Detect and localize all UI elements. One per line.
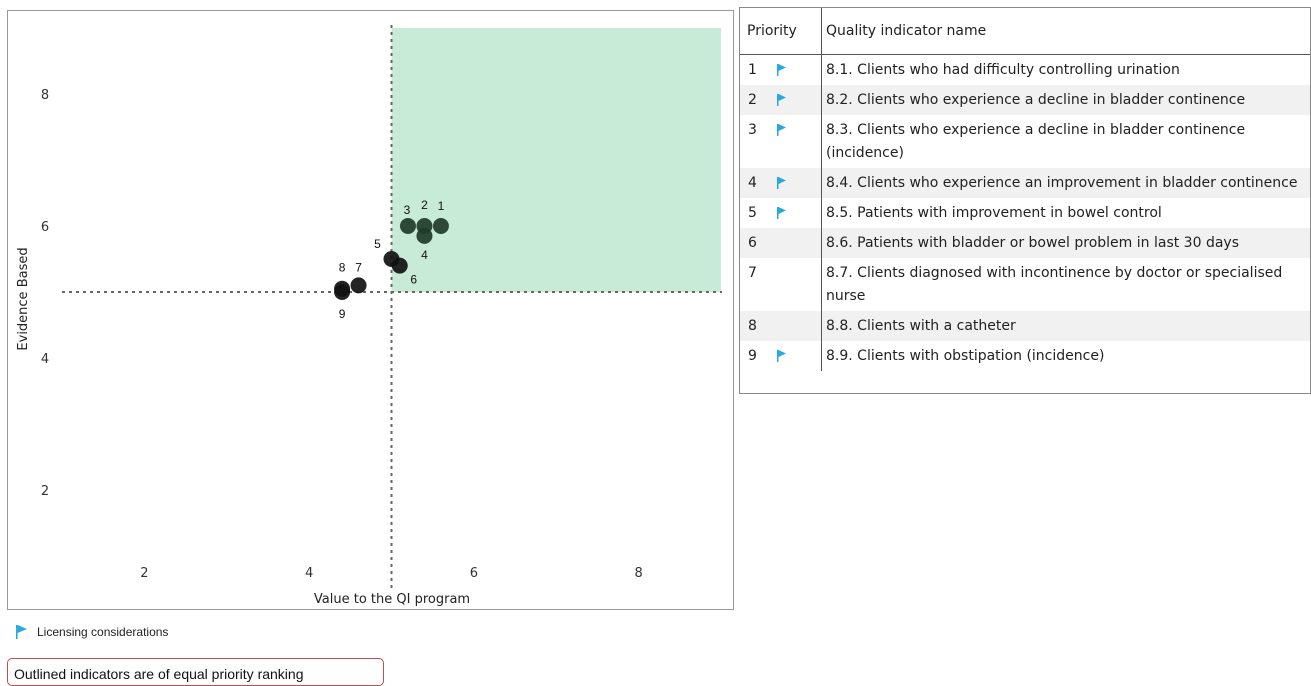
priority-rank: 7	[748, 265, 757, 281]
priority-rank: 9	[748, 348, 757, 364]
priority-cell: 8	[740, 311, 822, 341]
x-tick-label: 8	[634, 566, 642, 581]
quality-indicator-table: Priority Quality indicator name 1 8.1. Cl…	[740, 8, 1310, 371]
quality-indicator-table-panel: Priority Quality indicator name 1 8.1. Cl…	[739, 7, 1311, 394]
x-tick-label: 4	[305, 566, 313, 581]
priority-cell: 5	[740, 198, 822, 228]
priority-rank: 2	[748, 92, 757, 108]
data-point	[399, 218, 416, 234]
flag-icon	[16, 625, 27, 639]
indicator-name-column-header: Quality indicator name	[821, 8, 1310, 55]
data-point-label: 2	[421, 198, 428, 212]
y-axis-label: Evidence Based	[16, 247, 31, 350]
priority-rank: 3	[748, 122, 757, 138]
flag-icon	[777, 124, 786, 136]
data-point-label: 5	[374, 237, 381, 251]
priority-cell: 3	[740, 115, 822, 168]
priority-cell: 4	[740, 168, 822, 198]
priority-cell: 7	[740, 258, 822, 311]
data-point-label: 4	[421, 248, 428, 262]
legend: Licensing considerations	[15, 623, 168, 641]
data-point	[334, 284, 351, 300]
indicator-name-cell: 8.4. Clients who experience an improveme…	[821, 168, 1310, 198]
table-row: 9 8.9. Clients with obstipation (incidenc…	[740, 341, 1310, 371]
table-row: 7 8.7. Clients diagnosed with incontinenc…	[740, 258, 1310, 311]
priority-rank: 1	[748, 62, 757, 78]
data-point	[391, 257, 408, 274]
indicator-name-cell: 8.8. Clients with a catheter	[821, 311, 1310, 341]
data-point-label: 7	[355, 260, 362, 274]
flag-icon	[777, 177, 786, 189]
indicator-name-cell: 8.2. Clients who experience a decline in…	[821, 85, 1310, 115]
y-tick-label: 2	[41, 484, 49, 499]
flag-icon	[777, 64, 786, 76]
priority-rank: 6	[748, 235, 757, 251]
table-row: 4 8.4. Clients who experience an improvem…	[740, 168, 1310, 198]
flag-icon	[777, 94, 786, 106]
table-row: 5 8.5. Patients with improvement in bowel…	[740, 198, 1310, 228]
priority-quadrant	[391, 28, 721, 292]
data-point-label: 3	[404, 203, 411, 217]
priority-note: Outlined indicators are of equal priorit…	[7, 658, 384, 686]
x-axis-label: Value to the QI program	[314, 592, 470, 607]
priority-cell: 9	[740, 341, 822, 371]
priority-cell: 6	[740, 228, 822, 258]
data-point-label: 1	[438, 199, 445, 213]
data-point	[416, 227, 433, 244]
data-point-label: 6	[410, 273, 417, 287]
flag-icon	[777, 350, 786, 362]
indicator-name-cell: 8.5. Patients with improvement in bowel …	[821, 198, 1310, 228]
priority-rank: 5	[748, 205, 757, 221]
y-tick-label: 8	[41, 88, 49, 103]
table-row: 6 8.6. Patients with bladder or bowel pro…	[740, 228, 1310, 258]
flag-icon	[777, 207, 786, 219]
x-tick-label: 6	[470, 566, 478, 581]
table-row: 8 8.8. Clients with a catheter	[740, 311, 1310, 341]
table-row: 3 8.3. Clients who experience a decline i…	[740, 115, 1310, 168]
y-tick-label: 6	[41, 220, 49, 235]
table-header-row: Priority Quality indicator name	[740, 8, 1310, 55]
priority-rank: 4	[748, 175, 757, 191]
priority-column-header: Priority	[740, 8, 822, 55]
table-row: 1 8.1. Clients who had difficulty control…	[740, 54, 1310, 86]
y-tick-label: 4	[41, 352, 49, 367]
priority-cell: 2	[740, 85, 822, 115]
data-point	[350, 277, 367, 294]
priority-cell: 1	[740, 55, 822, 86]
indicator-name-cell: 8.1. Clients who had difficulty controll…	[821, 54, 1310, 85]
data-point	[432, 218, 449, 234]
indicator-name-cell: 8.6. Patients with bladder or bowel prob…	[821, 228, 1310, 258]
scatter-chart-panel: 2 4 6 8 2 4 6 8 Value to the QI program Evidence …	[7, 10, 734, 610]
data-point-label: 9	[339, 307, 346, 321]
indicator-name-cell: 8.3. Clients who experience a decline in…	[821, 115, 1310, 168]
x-tick-label: 2	[140, 566, 148, 581]
table-row: 2 8.2. Clients who experience a decline i…	[740, 85, 1310, 115]
data-point-label: 8	[339, 261, 346, 275]
indicator-name-cell: 8.9. Clients with obstipation (incidence…	[821, 341, 1310, 371]
priority-rank: 8	[748, 318, 757, 334]
legend-label: Licensing considerations	[37, 625, 169, 639]
indicator-name-cell: 8.7. Clients diagnosed with incontinence…	[821, 258, 1310, 311]
